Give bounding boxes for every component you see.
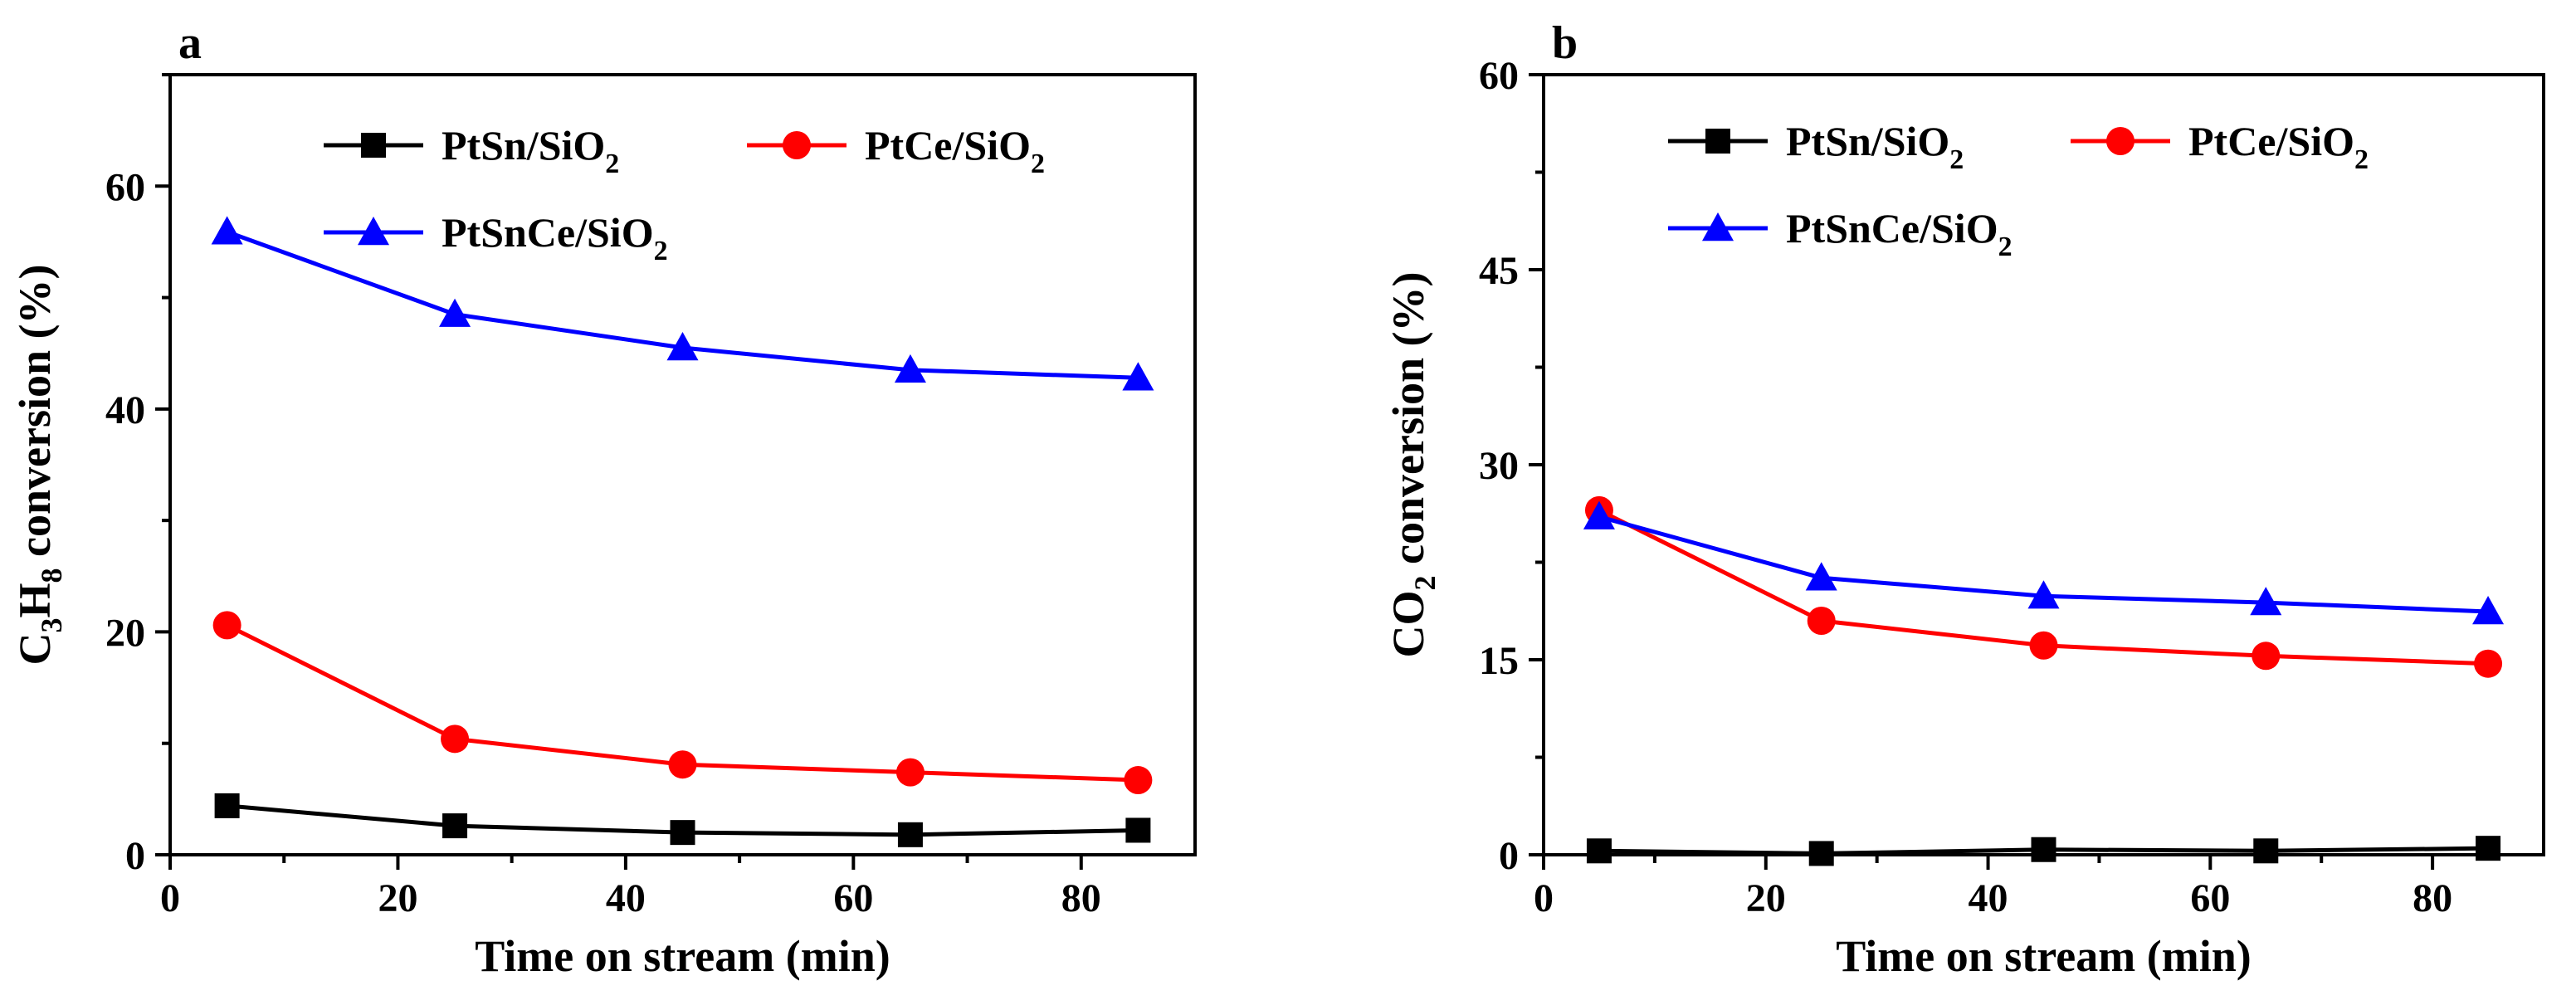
data-point-PtCe/SiO2 [1807, 607, 1836, 635]
panel-label: a [178, 17, 202, 69]
y-axis-title-sub2: 8 [35, 568, 68, 583]
y-axis-title-mid: H [10, 583, 60, 617]
legend-marker-PtSnCe/SiO2 [1702, 212, 1734, 241]
legend-label-PtSnCe/SiO2: PtSnCe/SiO2 [442, 209, 668, 266]
y-axis-title: C3H8 conversion (%) [10, 265, 68, 666]
data-point-PtCe/SiO2 [895, 758, 925, 787]
data-point-PtSnCe/SiO2 [2472, 596, 2505, 625]
y-tick-label: 40 [105, 388, 145, 432]
data-point-PtCe/SiO2 [2029, 631, 2058, 660]
data-point-PtSn/SiO2 [897, 822, 923, 847]
legend-label-PtSn/SiO2-subscript: 2 [1949, 144, 1964, 175]
data-point-PtCe/SiO2 [668, 750, 697, 779]
y-axis-title-sub1: 3 [35, 617, 68, 632]
y-tick-label: 60 [1479, 54, 1519, 98]
legend-label-PtSn/SiO2: PtSn/SiO2 [442, 122, 619, 179]
y-tick-label: 30 [1479, 444, 1519, 488]
data-point-PtSnCe/SiO2 [2250, 587, 2282, 616]
data-point-PtSnCe/SiO2 [2027, 580, 2060, 609]
plot-frame [168, 73, 1197, 856]
y-tick-label: 15 [1479, 639, 1519, 683]
data-point-PtCe/SiO2 [1124, 766, 1153, 795]
data-point-PtSnCe/SiO2 [1583, 500, 1615, 529]
x-tick-label: 40 [1969, 876, 2008, 920]
legend-label-PtCe/SiO2-subscript: 2 [1031, 149, 1045, 179]
y-axis-title-base: CO [1383, 590, 1433, 657]
data-point-PtCe/SiO2 [2474, 649, 2503, 678]
legend-label-PtSn/SiO2-main: PtSn/SiO [1786, 118, 1949, 164]
legend-label-PtSnCe/SiO2-subscript: 2 [654, 236, 668, 266]
y-axis-title-rest: conversion (%) [10, 265, 60, 568]
data-point-PtCe/SiO2 [212, 611, 242, 640]
legend-marker-PtCe/SiO2 [2106, 127, 2134, 155]
legend-marker-PtSn/SiO2 [1705, 129, 1730, 154]
plot-frame [1542, 73, 2545, 856]
data-point-PtCe/SiO2 [2252, 642, 2281, 671]
legend-label-PtCe/SiO2-main: PtCe/SiO [2188, 118, 2354, 164]
y-tick-label: 20 [105, 611, 145, 655]
x-tick-label: 80 [2413, 876, 2452, 920]
legend-label-PtSnCe/SiO2: PtSnCe/SiO2 [1786, 205, 2013, 262]
legend-label-PtSn/SiO2: PtSn/SiO2 [1786, 118, 1964, 175]
x-axis-title: Time on stream (min) [1836, 931, 2251, 981]
panel-label: b [1552, 17, 1578, 69]
legend-marker-PtSn/SiO2 [361, 133, 386, 158]
y-axis-title-base: C [10, 632, 60, 665]
x-tick-label: 20 [378, 876, 417, 920]
legend-label-PtCe/SiO2: PtCe/SiO2 [2188, 118, 2369, 175]
data-point-PtSn/SiO2 [1808, 841, 1834, 866]
data-point-PtSnCe/SiO2 [666, 332, 699, 361]
x-tick-label: 0 [1534, 876, 1554, 920]
legend-marker-PtCe/SiO2 [783, 131, 811, 159]
x-tick-label: 20 [1746, 876, 1786, 920]
legend-marker-PtSnCe/SiO2 [358, 217, 389, 246]
data-point-PtSn/SiO2 [2253, 838, 2279, 864]
chart-panel-b: 0 20 40 60 80 0 15 30 45 60 Time on stream (min) CO… [1383, 17, 2545, 981]
data-point-PtSnCe/SiO2 [439, 298, 471, 327]
x-axis-title: Time on stream (min) [475, 931, 890, 981]
legend-label-PtSn/SiO2-subscript: 2 [605, 149, 619, 179]
data-point-PtSn/SiO2 [2476, 836, 2501, 861]
legend-label-PtSn/SiO2-main: PtSn/SiO [442, 122, 605, 168]
data-point-PtSnCe/SiO2 [1122, 362, 1154, 391]
y-axis-title-sub1: 2 [1408, 575, 1442, 590]
x-tick-label: 40 [606, 876, 646, 920]
x-tick-label: 60 [2190, 876, 2230, 920]
data-point-PtSnCe/SiO2 [211, 216, 243, 245]
chart-panel-a: 0 20 40 60 80 0 20 40 60 Time on stream (min) C3H8… [10, 17, 1197, 981]
x-tick-label: 80 [1061, 876, 1101, 920]
x-tick-label: 60 [833, 876, 873, 920]
data-point-PtSn/SiO2 [442, 813, 468, 839]
legend-label-PtSnCe/SiO2-main: PtSnCe/SiO [442, 209, 654, 256]
y-tick-label: 0 [125, 834, 145, 878]
y-axis-title: CO2 conversion (%) [1383, 272, 1442, 658]
data-point-PtSn/SiO2 [2031, 837, 2056, 862]
legend-label-PtSnCe/SiO2-subscript: 2 [1998, 232, 2013, 262]
legend-label-PtCe/SiO2-subscript: 2 [2354, 144, 2369, 175]
y-tick-label: 45 [1479, 249, 1519, 293]
y-tick-label: 60 [105, 165, 145, 209]
data-point-PtCe/SiO2 [441, 724, 470, 754]
data-point-PtSn/SiO2 [1586, 838, 1612, 864]
y-axis-title-rest: conversion (%) [1383, 272, 1433, 576]
x-tick-label: 0 [160, 876, 180, 920]
legend-label-PtSnCe/SiO2-main: PtSnCe/SiO [1786, 205, 1998, 251]
y-tick-label: 0 [1499, 834, 1519, 878]
legend-label-PtCe/SiO2-main: PtCe/SiO [865, 122, 1031, 168]
data-point-PtSn/SiO2 [214, 793, 240, 818]
data-point-PtSnCe/SiO2 [1805, 562, 1837, 591]
legend-label-PtCe/SiO2: PtCe/SiO2 [865, 122, 1045, 179]
data-point-PtSnCe/SiO2 [894, 354, 926, 383]
data-point-PtSn/SiO2 [1125, 817, 1151, 843]
data-point-PtSn/SiO2 [670, 820, 695, 846]
